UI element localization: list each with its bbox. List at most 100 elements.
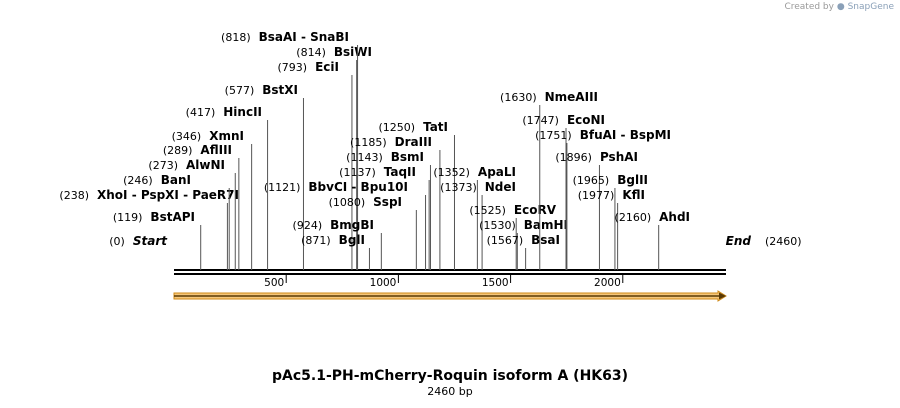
site-position: (793) xyxy=(278,61,308,74)
site-name: Start xyxy=(133,234,168,248)
site-name: BamHI xyxy=(524,218,568,232)
site-position: (818) xyxy=(221,31,251,44)
site-name: BsmI xyxy=(391,150,424,164)
site-position: (1965) xyxy=(573,174,610,187)
site-bbvci-bpu10i: BbvCI - Bpu10I (1121) xyxy=(264,180,427,270)
site-bfuai-bspmi: BfuAI - BspMI (1751) xyxy=(535,128,671,270)
site-label: PshAI xyxy=(600,150,638,164)
site-position: (1137) xyxy=(339,166,376,179)
site-position: (0) xyxy=(109,235,125,248)
feature-arrow-head xyxy=(719,292,726,300)
site-label: BsiWI xyxy=(334,45,372,59)
site-pshai: PshAI (1896) xyxy=(555,150,638,270)
site-sspi: SspI (1080) xyxy=(329,195,417,270)
site-label: XmnI xyxy=(209,129,244,143)
site-name: ApaLI xyxy=(478,165,516,179)
site-position: (814) xyxy=(296,46,326,59)
site-label: DraIII xyxy=(395,135,432,149)
site-bamhi: BamHI (1530) xyxy=(479,218,568,270)
site-xhoi-pspxi-paer7i: XhoI - PspXI - PaeR7I (238) xyxy=(59,188,239,270)
site-name: End xyxy=(726,234,752,248)
creator-credit: Created by ● SnapGene xyxy=(784,2,894,12)
site-taqii: TaqII (1137) xyxy=(339,165,430,270)
site-xmni: XmnI (346) xyxy=(172,129,253,270)
site-name: EcoRV xyxy=(514,203,557,217)
site-name: HincII xyxy=(223,105,262,119)
site-position: (1896) xyxy=(555,151,592,164)
site-ecorv: EcoRV (1525) xyxy=(469,203,557,270)
site-position: (1185) xyxy=(350,136,387,149)
site-name: EciI xyxy=(315,60,339,74)
site-label: BglI xyxy=(339,233,365,247)
plasmid-title: pAc5.1-PH-mCherry-Roquin isoform A (HK63… xyxy=(271,368,629,384)
site-label: BfuAI - BspMI xyxy=(580,128,671,142)
site-bani: BanI (246) xyxy=(123,173,230,270)
site-bstxi: BstXI (577) xyxy=(225,83,304,270)
site-start: Start (0) xyxy=(109,234,168,248)
site-name: BsaAI - SnaBI xyxy=(259,30,349,44)
site-name: TatI xyxy=(423,120,448,134)
site-position: (1080) xyxy=(329,196,366,209)
site-position: (577) xyxy=(225,84,255,97)
site-position: (1977) xyxy=(578,189,615,202)
site-bglii: BglII (1965) xyxy=(573,173,648,270)
site-label: BsaAI - SnaBI xyxy=(259,30,349,44)
site-position: (1352) xyxy=(433,166,470,179)
site-econi: EcoNI (1747) xyxy=(522,113,605,270)
site-name: AflIII xyxy=(200,143,232,157)
ruler-tick-label: 500 xyxy=(264,277,284,289)
site-position: (346) xyxy=(172,130,202,143)
site-label: NdeI xyxy=(485,180,516,194)
ruler-tick-label: 1500 xyxy=(482,277,509,289)
site-name: XhoI - PspXI - PaeR7I xyxy=(97,188,239,202)
site-alwni: AlwNI (273) xyxy=(148,158,236,270)
site-name: BglII xyxy=(617,173,648,187)
site-name: BanI xyxy=(161,173,191,187)
site-name: EcoNI xyxy=(567,113,605,127)
site-name: NdeI xyxy=(485,180,516,194)
site-name: TaqII xyxy=(384,165,416,179)
site-name: BsaI xyxy=(531,233,560,247)
site-label: BsmI xyxy=(391,150,424,164)
site-position: (417) xyxy=(186,106,216,119)
site-position: (1143) xyxy=(346,151,383,164)
site-position: (246) xyxy=(123,174,153,187)
site-name: BsiWI xyxy=(334,45,372,59)
site-hincii: HincII (417) xyxy=(186,105,269,270)
site-name: NmeAIII xyxy=(545,90,598,104)
snapgene-logo-icon: ● xyxy=(836,2,845,12)
site-label: BstAPI xyxy=(150,210,195,224)
site-label: SspI xyxy=(373,195,402,209)
credit-prefix: Created by xyxy=(784,2,834,12)
site-name: AhdI xyxy=(659,210,690,224)
site-label: TatI xyxy=(423,120,448,134)
site-bstapi: BstAPI (119) xyxy=(113,210,202,270)
site-name: KflI xyxy=(622,188,645,202)
site-bsai: BsaI (1567) xyxy=(487,233,560,270)
site-label: BsaI xyxy=(531,233,560,247)
site-label: TaqII xyxy=(384,165,416,179)
site-label: KflI xyxy=(622,188,645,202)
site-label: Start xyxy=(133,234,168,248)
site-apali: ApaLI (1352) xyxy=(433,165,516,270)
plasmid-length: 2460 bp xyxy=(427,385,473,398)
site-bgli: BglI (871) xyxy=(301,233,370,270)
site-label: EcoRV xyxy=(514,203,557,217)
site-label: EciI xyxy=(315,60,339,74)
site-label: ApaLI xyxy=(478,165,516,179)
site-name: DraIII xyxy=(395,135,432,149)
site-label: BmgBI xyxy=(330,218,374,232)
site-name: AlwNI xyxy=(186,158,225,172)
site-label: AflIII xyxy=(200,143,232,157)
site-position: (1630) xyxy=(500,91,537,104)
site-afliii: AflIII (289) xyxy=(163,143,240,270)
site-label: NmeAIII xyxy=(545,90,598,104)
site-position: (1250) xyxy=(378,121,415,134)
site-name: XmnI xyxy=(209,129,244,143)
site-label: BstXI xyxy=(262,83,298,97)
site-position: (1567) xyxy=(487,234,524,247)
site-position: (924) xyxy=(293,219,323,232)
site-bsaai-snabi: BsaAI - SnaBI (818) xyxy=(221,30,359,270)
site-position: (1751) xyxy=(535,129,572,142)
site-tati: TatI (1250) xyxy=(378,120,455,270)
